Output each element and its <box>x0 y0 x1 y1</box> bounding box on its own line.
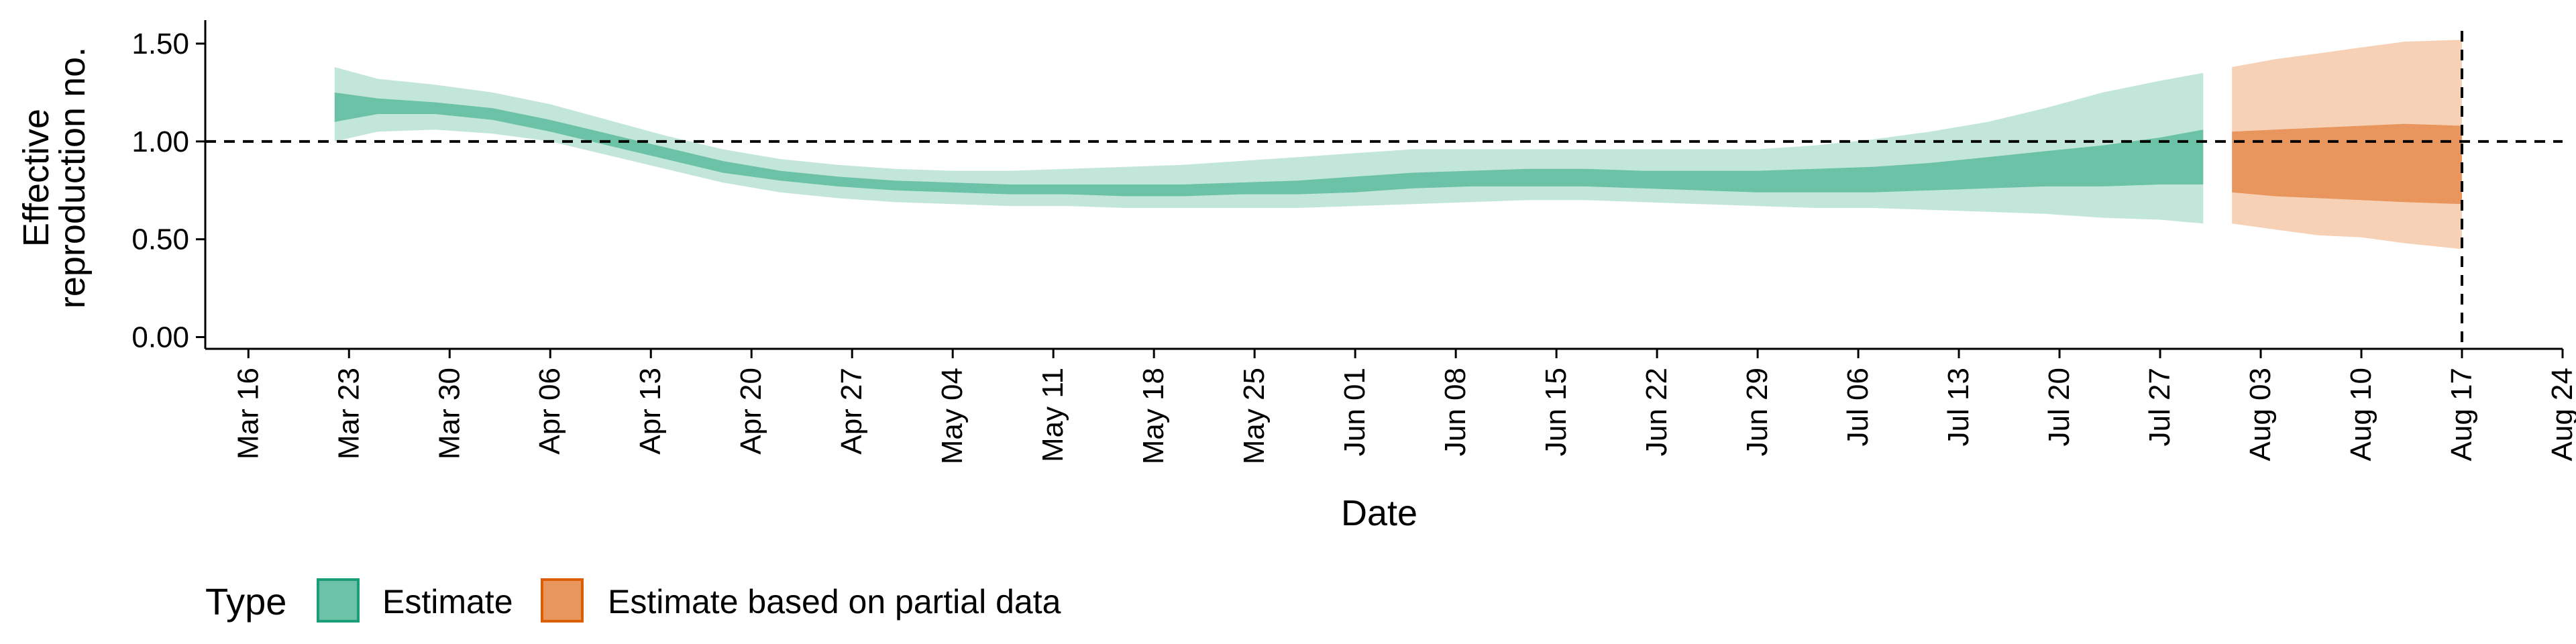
x-axis-title: Date <box>1341 493 1417 533</box>
x-tick-label: Jul 20 <box>2043 368 2076 446</box>
x-tick-label: May 11 <box>1036 368 1069 462</box>
y-tick-label: 1.00 <box>131 125 189 158</box>
x-tick-label: Apr 13 <box>634 368 667 455</box>
x-tick-label: Mar 23 <box>332 368 365 460</box>
reference-lines <box>205 31 2563 349</box>
legend-label-estimate: Estimate <box>382 583 513 621</box>
x-tick-label: Jul 13 <box>1942 368 1975 446</box>
x-tick-label: Jun 29 <box>1741 368 1774 456</box>
y-axis-title-line1: Effective <box>16 109 56 247</box>
chart-axes: 0.00 0.50 1.00 1.50 Mar 16 Mar 23 Mar 30 Apr 06… <box>131 20 2576 464</box>
x-tick-label: Mar 16 <box>231 368 264 460</box>
y-tick-label: 1.50 <box>131 28 189 60</box>
x-tick-label: May 25 <box>1238 368 1271 464</box>
x-tick-label: Apr 20 <box>735 368 767 455</box>
x-tick-label: Jun 08 <box>1439 368 1472 456</box>
x-tick-label: Jun 15 <box>1540 368 1572 456</box>
legend-swatch-estimate <box>317 578 360 623</box>
x-tick-label: May 18 <box>1137 368 1170 464</box>
x-tick-label: Aug 17 <box>2445 368 2478 461</box>
x-tick-label: Aug 24 <box>2546 368 2576 461</box>
legend: Type Estimate Estimate based on partial … <box>205 578 1061 623</box>
x-tick-label: May 04 <box>936 368 969 464</box>
x-tick-label: Apr 27 <box>835 368 868 455</box>
x-tick-label: Jul 27 <box>2143 368 2176 446</box>
legend-label-partial: Estimate based on partial data <box>608 583 1061 621</box>
chart-bands <box>334 40 2462 250</box>
x-tick-label: Jun 01 <box>1338 368 1371 456</box>
x-tick-label: Mar 30 <box>433 368 466 460</box>
legend-swatch-partial <box>541 578 584 623</box>
x-tick-label: Aug 03 <box>2244 368 2277 461</box>
legend-title: Type <box>205 580 286 623</box>
y-tick-label: 0.00 <box>131 321 189 354</box>
y-tick-label: 0.50 <box>131 223 189 256</box>
y-axis-title-line2: reproduction no. <box>52 47 93 309</box>
x-tick-label: Jun 22 <box>1640 368 1673 456</box>
band-inner-partial <box>2232 123 2462 205</box>
band-inner-estimate <box>334 92 2204 197</box>
x-tick-label: Aug 10 <box>2345 368 2377 461</box>
x-tick-label: Jul 06 <box>1841 368 1874 446</box>
x-tick-label: Apr 06 <box>533 368 566 455</box>
